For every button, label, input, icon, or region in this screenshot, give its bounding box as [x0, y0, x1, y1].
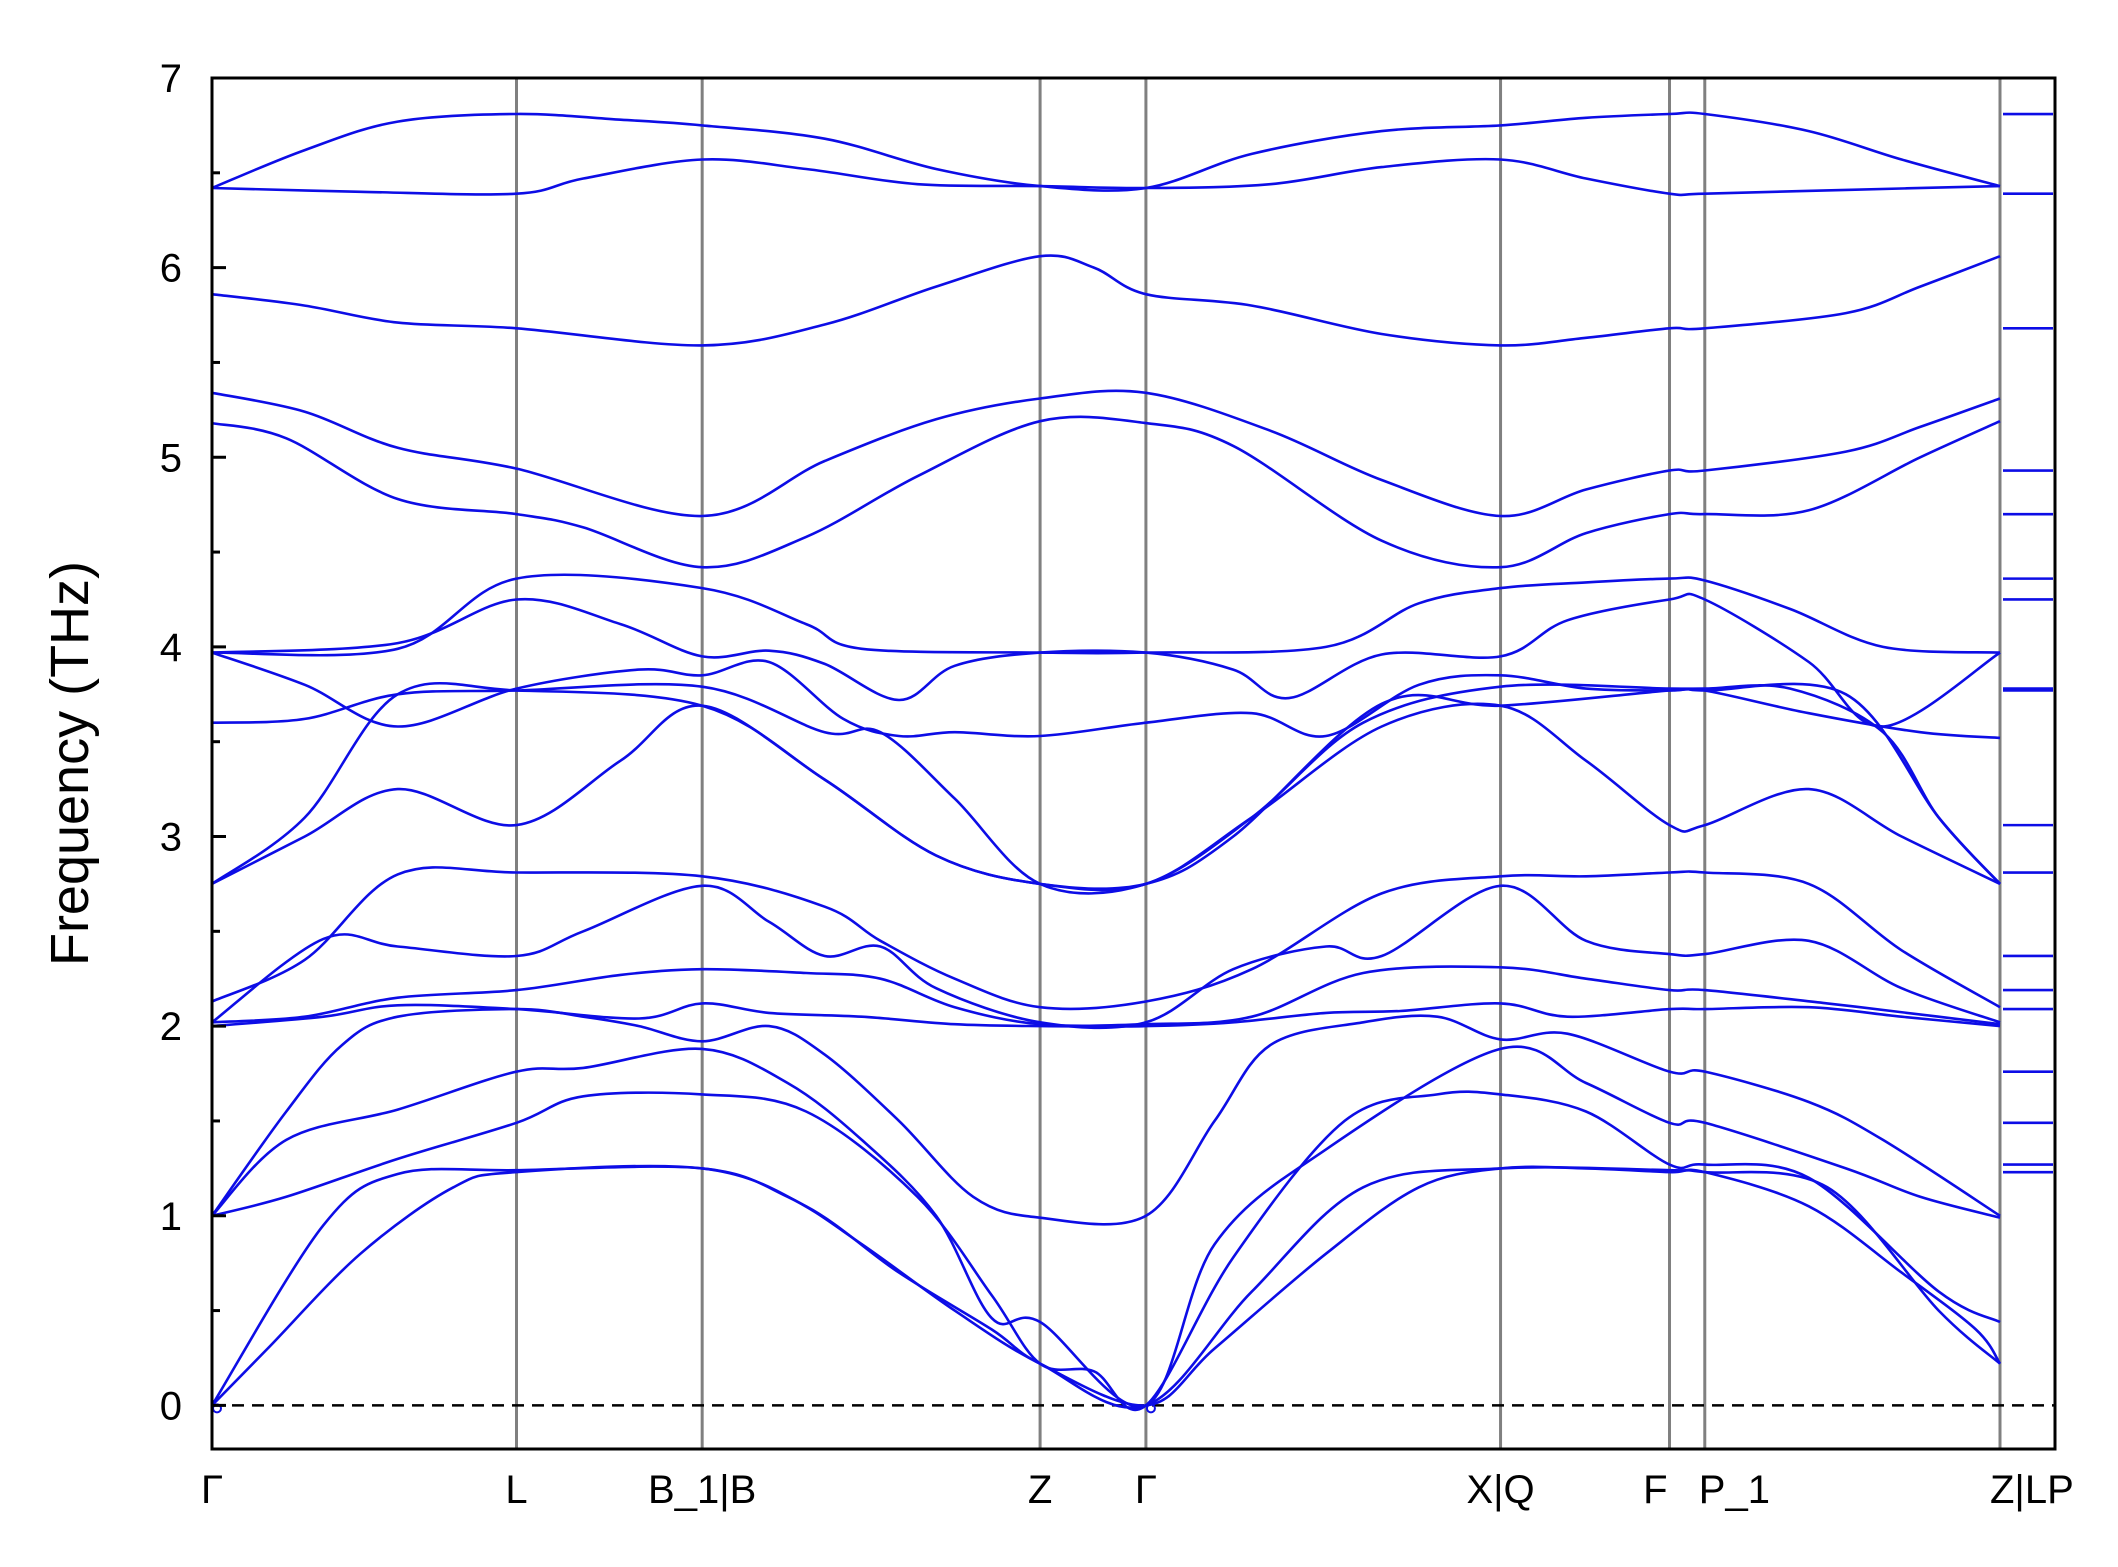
x-axis: Γ L B_1|B Z Γ X|Q F P_1 Z|LP	[201, 1468, 2074, 1512]
y-tick-label: 2	[160, 1005, 182, 1049]
band-7	[211, 592, 2001, 728]
y-tick-label: 6	[160, 247, 182, 291]
phonon-bands	[210, 111, 2002, 1414]
high-symmetry-lines	[514, 78, 2002, 1449]
lp-point-levels	[2003, 112, 2053, 1174]
band-1	[211, 111, 2001, 192]
x-tick-label: X|Q	[1466, 1468, 1534, 1512]
band-11	[211, 702, 2001, 892]
band-18	[211, 1090, 2001, 1412]
plot-frame	[210, 76, 2057, 1451]
y-axis: 0 1 2 3 4 5 6 7	[160, 57, 226, 1428]
y-tick-label: 7	[160, 57, 182, 101]
y-tick-label: 4	[160, 626, 182, 670]
band-9	[211, 682, 2001, 895]
x-tick-label: L	[505, 1468, 527, 1512]
y-tick-label: 5	[160, 436, 182, 480]
band-5	[211, 415, 2001, 569]
x-tick-label: Z	[1028, 1468, 1052, 1512]
x-tick-label: F	[1643, 1468, 1667, 1512]
x-tick-label: Γ	[1135, 1468, 1157, 1512]
band-17	[211, 1045, 2001, 1409]
band-3	[211, 254, 2001, 347]
band-16	[210, 1007, 2001, 1226]
band-14	[211, 965, 2001, 1028]
band-19	[210, 1165, 2001, 1409]
y-tick-label: 0	[160, 1384, 182, 1428]
band-10	[211, 681, 2001, 891]
band-6	[211, 573, 2001, 657]
y-axis-title: Frequency (THz)	[40, 561, 100, 966]
x-tick-label: B_1|B	[648, 1468, 756, 1512]
y-tick-label: 1	[160, 1195, 182, 1239]
x-tick-label: P_1	[1699, 1468, 1770, 1512]
band-8	[211, 651, 2001, 740]
band-4	[211, 389, 2001, 518]
band-2	[211, 157, 2001, 197]
x-tick-label: Z|LP	[1990, 1468, 2074, 1512]
band-20	[211, 1164, 2002, 1407]
band-12	[211, 866, 2001, 1011]
gamma-marker-2	[1145, 1403, 1156, 1414]
y-tick-label: 3	[160, 816, 182, 860]
x-tick-label: Γ	[201, 1468, 223, 1512]
